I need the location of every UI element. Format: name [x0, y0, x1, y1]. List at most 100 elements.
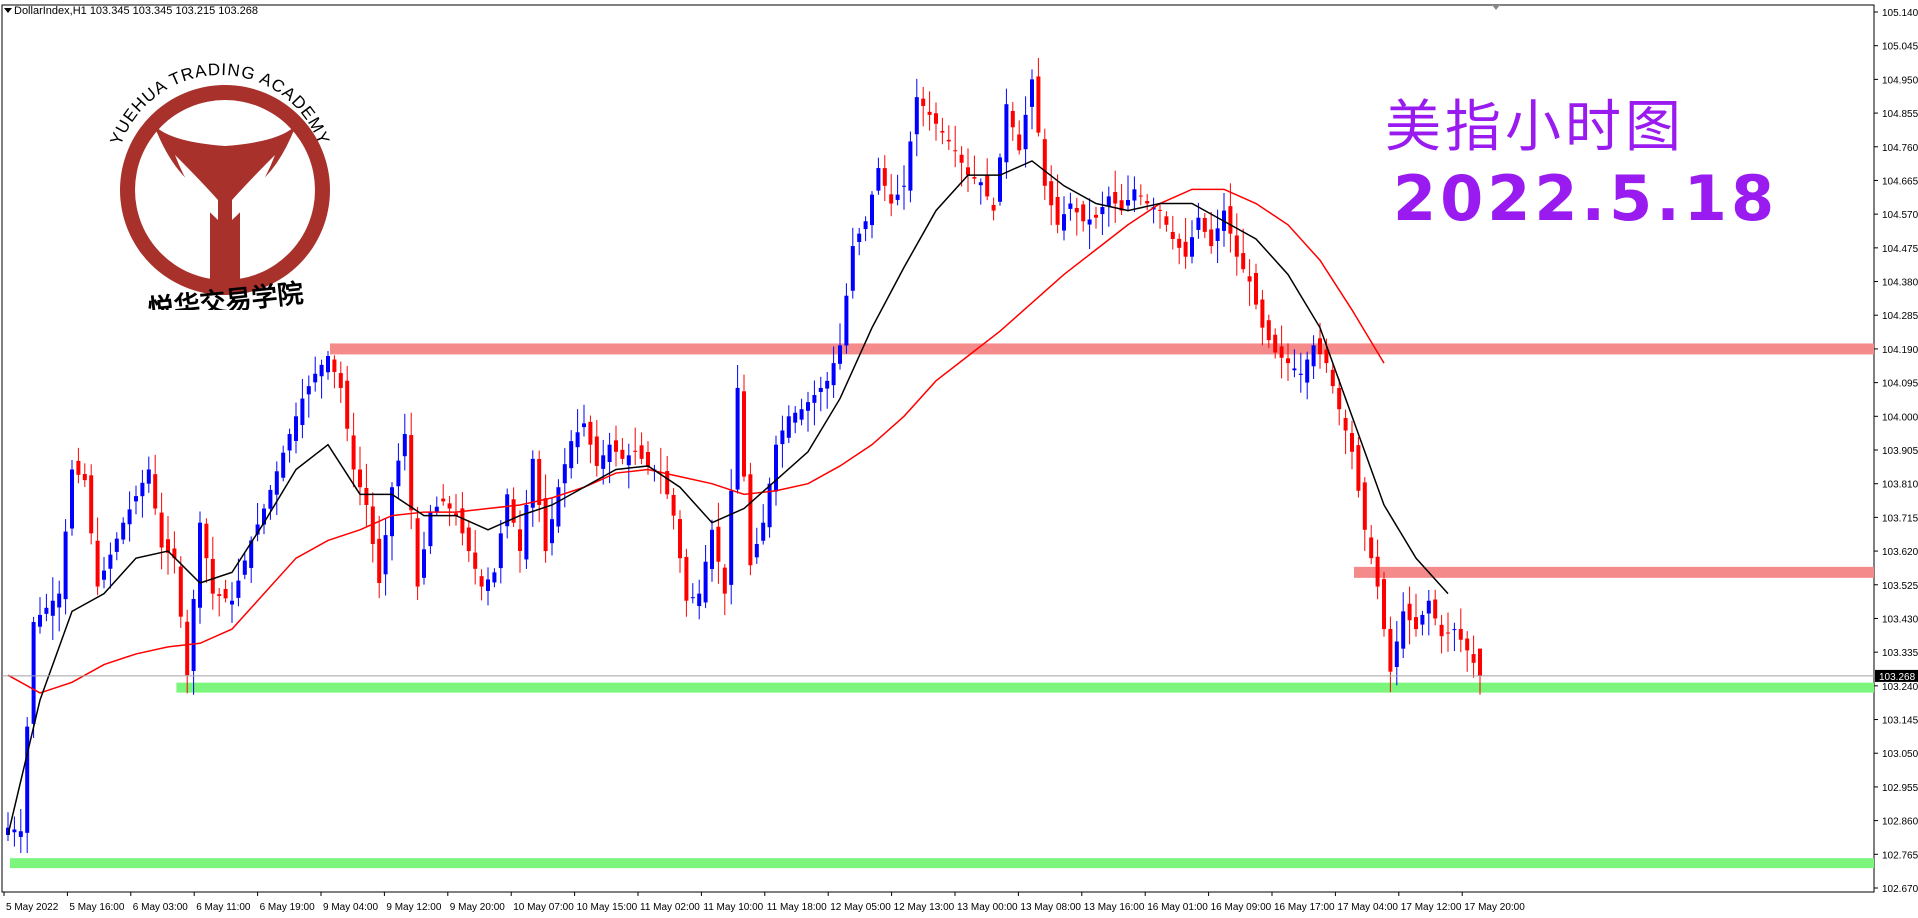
candle-body	[108, 554, 113, 569]
academy-logo: YUEHUA TRADING ACADEMY 悦华交易学院	[107, 60, 333, 310]
candle-body	[588, 421, 593, 445]
candle-body	[1106, 196, 1111, 206]
y-tick-label: 104.665	[1882, 176, 1918, 187]
x-tick-label: 12 May 05:00	[830, 902, 891, 913]
candle-body	[1068, 203, 1073, 209]
candle-body	[1087, 219, 1092, 225]
candle-body	[543, 498, 548, 552]
y-tick-label: 102.670	[1882, 884, 1918, 895]
x-tick-label: 11 May 10:00	[703, 902, 763, 913]
candle-body	[556, 487, 561, 527]
candle-body	[786, 416, 791, 438]
candle-body	[633, 450, 638, 452]
logo-y-mark	[154, 125, 296, 282]
candle-body	[774, 444, 778, 492]
candle-body	[940, 130, 945, 133]
candle-body	[82, 473, 87, 481]
ma-slow-line	[7, 188, 1385, 694]
candle-body	[466, 527, 471, 552]
support-level-3	[10, 858, 1874, 869]
x-tick-label: 16 May 01:00	[1147, 902, 1208, 913]
x-tick-label: 9 May 20:00	[450, 902, 505, 913]
candle-body	[857, 233, 862, 243]
candle-body	[159, 512, 164, 548]
candle-body	[1138, 195, 1143, 197]
candle-body	[1394, 641, 1399, 667]
candle-body	[1062, 214, 1066, 231]
candle-body	[268, 489, 273, 509]
y-tick-label: 102.860	[1882, 817, 1918, 828]
candle-body	[953, 150, 958, 152]
y-tick-label: 102.765	[1882, 850, 1918, 861]
y-tick-label: 103.240	[1882, 682, 1918, 693]
candle-body	[524, 504, 529, 560]
candle-body	[844, 295, 849, 346]
candle-body	[1458, 629, 1463, 640]
candle-body	[959, 154, 964, 163]
candle-body	[511, 499, 516, 523]
candle-body	[486, 579, 490, 591]
candle-body	[1356, 445, 1361, 491]
candle-body	[1439, 624, 1444, 637]
candle-body	[428, 512, 433, 547]
candle-body	[1382, 579, 1386, 630]
candle-body	[18, 831, 23, 837]
candle-body	[831, 363, 836, 386]
candle-body	[102, 570, 106, 580]
candle-body	[274, 471, 279, 495]
candle-body	[332, 359, 337, 372]
candle-body	[396, 460, 401, 487]
candle-body	[6, 827, 10, 835]
candle-body	[1042, 139, 1047, 186]
candle-body	[1446, 632, 1450, 634]
candle-body	[249, 540, 254, 568]
candle-body	[1407, 603, 1412, 621]
candle-body	[498, 533, 503, 569]
candle-body	[255, 524, 260, 535]
candle-body	[863, 221, 868, 230]
y-tick-label: 105.140	[1882, 8, 1918, 19]
chart-title-cn: 美指小时图	[1385, 95, 1685, 160]
candle-body	[364, 487, 369, 505]
candle-body	[1273, 334, 1278, 353]
candle-body	[985, 175, 990, 197]
candle-body	[313, 373, 318, 383]
candle-body	[1132, 189, 1137, 201]
candle-body	[1100, 207, 1105, 215]
candle-body	[198, 522, 202, 608]
candle-body	[390, 487, 394, 537]
candle-body	[1478, 648, 1482, 676]
resistance-level-1	[1354, 566, 1874, 578]
candle-body	[358, 469, 362, 488]
candle-body	[1228, 206, 1233, 234]
candle-body	[620, 449, 625, 459]
candle-body	[1401, 611, 1406, 649]
x-tick-label: 13 May 08:00	[1020, 902, 1081, 913]
candle-body	[761, 522, 766, 541]
candle-body	[1202, 218, 1207, 232]
candle-body	[204, 523, 209, 559]
candle-body	[38, 614, 42, 627]
candle-body	[140, 482, 145, 497]
candle-body	[300, 398, 305, 426]
candle-body	[767, 483, 772, 528]
candle-body	[614, 440, 618, 452]
chart-menu-arrow-icon[interactable]	[4, 8, 12, 13]
candle-body	[716, 526, 721, 562]
y-tick-label: 103.430	[1882, 614, 1918, 625]
y-tick-label: 104.380	[1882, 278, 1918, 289]
x-tick-label: 11 May 02:00	[640, 902, 700, 913]
candle-body	[818, 387, 823, 392]
candle-body	[1452, 629, 1457, 631]
y-tick-label: 104.760	[1882, 143, 1918, 154]
current-price-badge	[1875, 669, 1918, 682]
candle-body	[1465, 638, 1470, 651]
candle-body	[1158, 209, 1162, 211]
candle-body	[1369, 537, 1374, 559]
x-tick-label: 5 May 2022	[6, 902, 59, 913]
x-tick-label: 9 May 12:00	[386, 902, 441, 913]
candle-body	[1023, 114, 1028, 150]
x-tick-label: 11 May 18:00	[767, 902, 827, 913]
candle-body	[121, 522, 126, 540]
